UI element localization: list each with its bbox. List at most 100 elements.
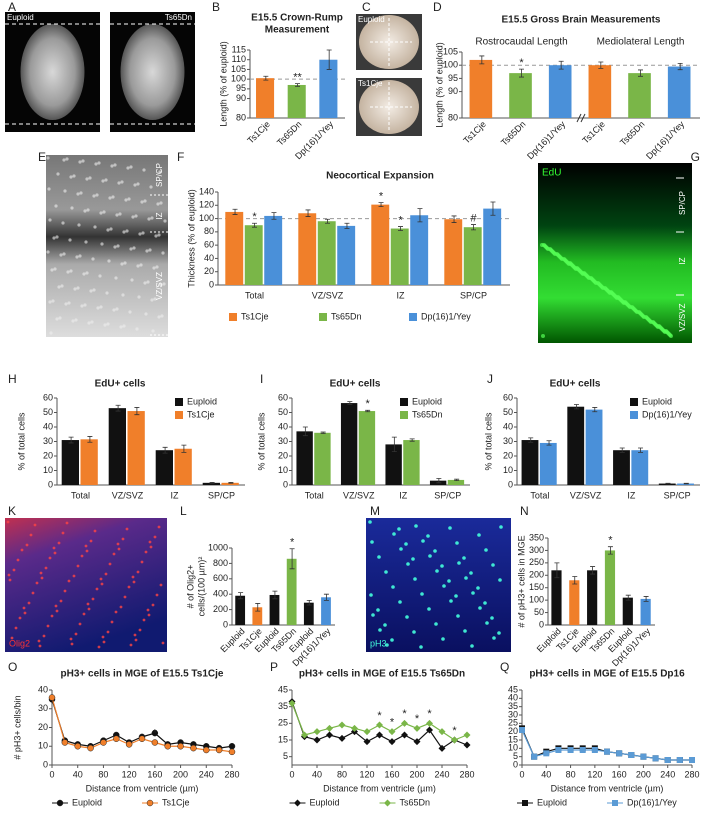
nucleus: [106, 228, 110, 232]
nucleus: [143, 199, 147, 203]
error-bar: [228, 481, 234, 484]
y-axis-label: % of total cells: [256, 412, 266, 471]
x-tick-label: SP/CP: [208, 490, 235, 500]
ph3-cell: [412, 630, 416, 634]
ph3-cell: [414, 524, 418, 528]
olig2-cell: [133, 633, 137, 637]
image-label: Euploid: [358, 15, 385, 24]
y-tick-label: 25: [508, 718, 518, 728]
bar: [127, 411, 145, 485]
data-point: [228, 743, 236, 750]
y-axis-label: # pH3+ cells/bin: [12, 695, 22, 759]
error-bar: [305, 209, 311, 217]
nucleus: [55, 317, 59, 321]
x-tick-label: VZ/SVZ: [112, 490, 144, 500]
olig2-cell: [14, 626, 18, 630]
y-axis-label: Length (% of euploid): [434, 42, 444, 128]
ph3-cell: [462, 556, 466, 560]
bar: [225, 211, 244, 285]
panel-letter: O: [8, 660, 17, 674]
nucleus: [106, 322, 110, 326]
olig2-cell: [67, 579, 71, 583]
error-bar: [607, 546, 613, 555]
legend-marker: [56, 799, 64, 807]
olig2-cell: [140, 560, 144, 564]
error-bar: [451, 215, 457, 223]
y-tick-label: 800: [213, 558, 228, 568]
x-tick-label: 200: [409, 769, 424, 779]
olig2-cell: [27, 601, 31, 605]
error-bar: [490, 201, 496, 216]
nucleus: [57, 285, 61, 289]
error-bar: [528, 437, 534, 443]
olig2-cell: [127, 585, 131, 589]
nucleus: [115, 307, 119, 311]
y-tick-label: 80: [448, 112, 458, 122]
ph3-cell: [399, 547, 403, 551]
stain-label: EdU: [542, 168, 561, 179]
y-tick-label: 35: [278, 701, 288, 711]
x-tick-label: Ts1Cje: [580, 119, 607, 146]
data-point: [351, 724, 358, 732]
nucleus: [132, 246, 136, 250]
x-tick-label: Ts65Dn: [618, 119, 647, 148]
legend-label: Euploid: [310, 797, 340, 807]
significance-marker: *: [415, 713, 420, 725]
data-point: [100, 739, 107, 746]
bar: [174, 448, 192, 485]
error-bar: [391, 436, 397, 453]
layer-label: SP/CP: [678, 191, 687, 215]
olig2-cell: [123, 595, 127, 599]
data-point: [664, 757, 671, 763]
nucleus: [99, 211, 103, 215]
x-tick-label: Ts65Dn: [499, 119, 528, 148]
data-point: [138, 735, 146, 742]
significance-marker: *: [390, 717, 395, 729]
x-tick-label: SP/CP: [434, 490, 461, 500]
error-bar: [87, 436, 93, 443]
y-tick-label: 0: [539, 619, 544, 629]
data-point: [190, 744, 197, 752]
panel-letter: P: [270, 660, 278, 674]
olig2-cell: [153, 535, 157, 539]
layer-label: IZ: [155, 212, 164, 219]
data-point: [113, 735, 120, 742]
nucleus: [112, 308, 116, 312]
nucleus: [95, 193, 99, 197]
x-tick-label: 160: [147, 769, 162, 779]
x-tick-label: 40: [73, 769, 83, 779]
olig2-cell: [55, 609, 59, 613]
layer-label: IZ: [678, 257, 687, 264]
y-tick-label: 300: [529, 545, 544, 555]
legend-swatch: [229, 313, 237, 321]
olig2-cell: [6, 520, 10, 524]
error-bar: [344, 222, 350, 229]
olig2-cell: [33, 523, 37, 527]
error-bar: [436, 478, 442, 484]
nucleus: [122, 324, 126, 328]
nucleus: [108, 196, 112, 200]
micrograph: [538, 163, 692, 343]
ph3-cell: [398, 600, 402, 604]
error-bar: [325, 218, 330, 224]
error-bar: [181, 444, 187, 453]
nucleus: [78, 160, 82, 164]
olig2-cell: [84, 544, 88, 548]
bar: [521, 440, 539, 485]
significance-marker: **: [293, 72, 302, 84]
olig2-cell: [86, 602, 90, 606]
bar: [567, 406, 585, 485]
bar: [314, 432, 331, 485]
legend-label: Ts1Cje: [241, 311, 269, 321]
bar: [385, 444, 402, 485]
y-tick-label: 350: [529, 532, 544, 542]
nucleus: [52, 236, 56, 240]
olig2-cell: [7, 573, 11, 577]
data-point: [203, 746, 210, 754]
bar: [539, 442, 557, 485]
olig2-cell: [57, 541, 61, 545]
y-tick-label: 80: [236, 112, 246, 122]
error-bar: [238, 592, 244, 600]
y-tick-label: 30: [43, 436, 53, 446]
y-tick-label: 60: [503, 392, 513, 402]
